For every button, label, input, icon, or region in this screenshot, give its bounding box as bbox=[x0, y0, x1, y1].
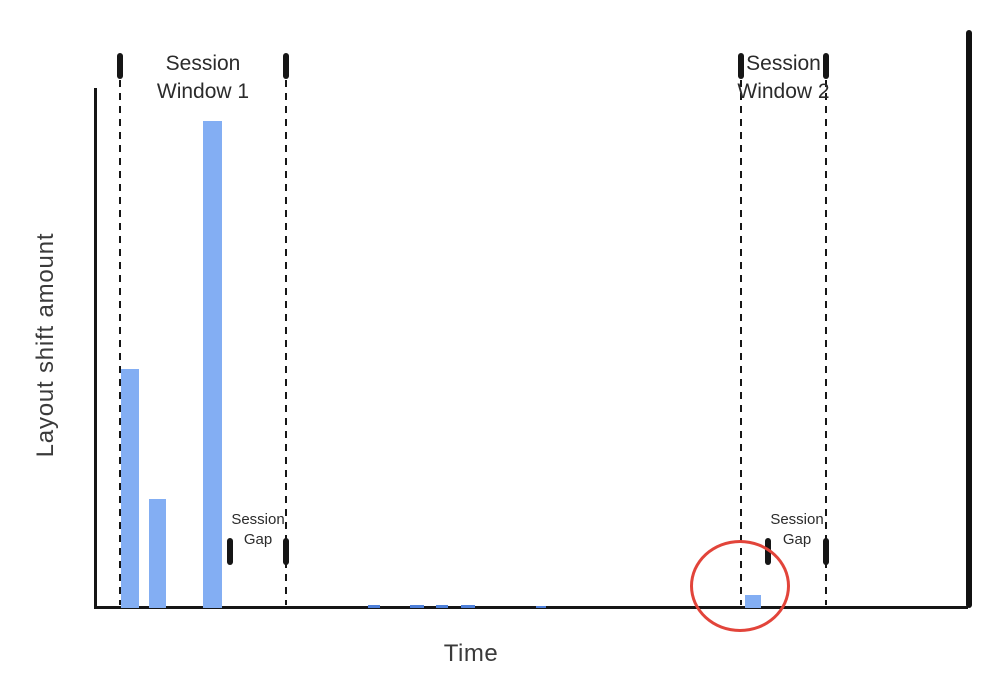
session-gap-label: Session Gap bbox=[231, 511, 285, 548]
session-window-boundary-tick bbox=[117, 53, 123, 79]
session-window-boundary-tick bbox=[823, 53, 829, 79]
session-gap-tick bbox=[823, 538, 829, 565]
y-axis-line bbox=[94, 88, 97, 608]
session-window-boundary-line bbox=[119, 80, 121, 605]
highlight-circle bbox=[690, 540, 790, 632]
session-window-boundary-tick bbox=[738, 53, 744, 79]
layout-shift-bar bbox=[368, 605, 380, 608]
layout-shift-bar bbox=[436, 605, 448, 608]
layout-shift-bar bbox=[461, 605, 475, 608]
layout-shift-bar bbox=[121, 369, 139, 608]
layout-shift-bar bbox=[410, 605, 424, 608]
session-gap-label: Session Gap bbox=[770, 511, 824, 548]
page-end-line bbox=[966, 30, 972, 608]
x-axis-line bbox=[94, 606, 968, 609]
session-window-boundary-line bbox=[825, 80, 827, 605]
layout-shift-bar bbox=[203, 121, 222, 608]
session-gap-tick bbox=[283, 538, 289, 565]
layout-shift-bar bbox=[536, 606, 546, 608]
session-window-boundary-line bbox=[740, 80, 742, 605]
session-window-boundary-tick bbox=[283, 53, 289, 79]
x-axis-label: Time bbox=[443, 640, 499, 667]
session-gap-tick bbox=[227, 538, 233, 565]
session-window-label: Session Window 2 bbox=[737, 52, 830, 104]
session-window-boundary-line bbox=[285, 80, 287, 605]
layout-shift-bar bbox=[149, 499, 166, 608]
session-window-label: Session Window 1 bbox=[156, 52, 250, 104]
